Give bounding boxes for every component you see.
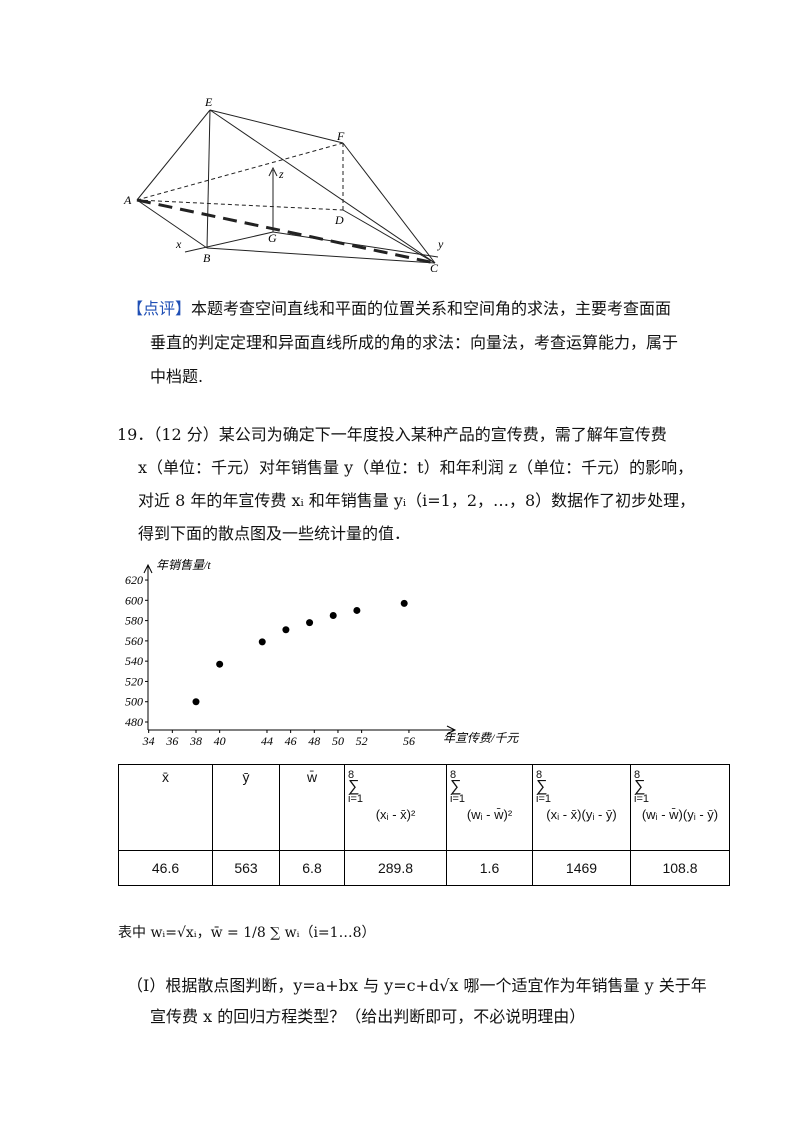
y-arrow bbox=[143, 563, 153, 574]
sum-top: 8 bbox=[348, 769, 355, 781]
sum-top: 8 bbox=[536, 769, 543, 781]
y-tick-label: 580 bbox=[125, 614, 143, 628]
header-cell: 8 ∑ i=1 (wᵢ - w̄)² bbox=[446, 764, 533, 851]
value-cell: 1469 bbox=[532, 850, 631, 886]
sum-bottom: i=1 bbox=[634, 793, 649, 805]
sum-top: 8 bbox=[634, 769, 641, 781]
x-tick-label: 34 bbox=[142, 734, 155, 745]
sum-expr: (xᵢ - x̄)² bbox=[375, 807, 416, 822]
y-tick-label: 500 bbox=[125, 695, 143, 709]
point bbox=[258, 638, 266, 646]
x-axis-title: 年宣传费/千元 bbox=[443, 731, 519, 745]
point-label: G bbox=[268, 231, 277, 245]
sum-symbol: ∑ bbox=[348, 778, 360, 795]
point-label: F bbox=[336, 129, 345, 143]
header-text: x̄ bbox=[162, 769, 169, 785]
x-arrow bbox=[446, 725, 457, 735]
point-label: E bbox=[204, 95, 213, 109]
value-cell: 563 bbox=[212, 850, 280, 886]
text-line: （Ⅰ）根据散点图判断，y=a+bx 与 y=c+d√x 哪一个适宜作为年销售量 … bbox=[127, 976, 707, 995]
point bbox=[353, 606, 361, 614]
y-tick-label: 520 bbox=[125, 674, 143, 688]
text-line: 宣传费 x 的回归方程类型？（给出判断即可，不必说明理由） bbox=[150, 1007, 586, 1026]
text-line: 19．（12 分）某公司为确定下一年度投入某种产品的宣传费，需了解年宣传费 bbox=[117, 425, 667, 444]
point bbox=[282, 626, 290, 634]
header-cell: 8 ∑ i=1 (xᵢ - x̄)(yᵢ - ȳ) bbox=[532, 764, 631, 851]
y-tick-label: 540 bbox=[125, 654, 143, 668]
point-label: B bbox=[203, 251, 211, 265]
x-tick-label: 52 bbox=[356, 734, 368, 745]
x-tick-label: 50 bbox=[332, 734, 344, 745]
sum-top: 8 bbox=[450, 769, 457, 781]
sum-formula: 8 ∑ i=1 bbox=[450, 769, 529, 805]
point bbox=[192, 698, 200, 706]
value-cell: 289.8 bbox=[344, 850, 447, 886]
value-cell: 46.6 bbox=[118, 850, 213, 886]
scatter-chart: 年销售量/t 年宣传费/千元 480 500 520 540 560 580 600 620 34 3… bbox=[125, 558, 519, 745]
point bbox=[329, 612, 337, 620]
sum-symbol: ∑ bbox=[450, 778, 462, 795]
sum-bottom: i=1 bbox=[348, 793, 363, 805]
point-label: C bbox=[430, 261, 439, 275]
text-line: x（单位：千元）对年销售量 y（单位：t）和年利润 z（单位：千元）的影响， bbox=[138, 458, 694, 477]
sum-symbol: ∑ bbox=[634, 778, 646, 795]
x-tick-label: 40 bbox=[214, 734, 226, 745]
y-tick-label: 600 bbox=[125, 593, 143, 607]
point bbox=[216, 660, 224, 668]
sum-bottom: i=1 bbox=[450, 793, 465, 805]
header-cell: w̄ bbox=[279, 764, 345, 851]
x-tick-label: 36 bbox=[165, 734, 178, 745]
x-tick-label: 56 bbox=[403, 734, 415, 745]
header-cell: ȳ bbox=[212, 764, 280, 851]
point-label: A bbox=[123, 193, 132, 207]
axis-label: y bbox=[437, 237, 444, 251]
header-text: w̄ bbox=[306, 769, 318, 785]
sum-symbol: ∑ bbox=[536, 778, 548, 795]
sum-bottom: i=1 bbox=[536, 793, 551, 805]
text-line: 中档题. bbox=[150, 367, 204, 386]
sum-formula: 8 ∑ i=1 bbox=[536, 769, 627, 805]
header-cell: x̄ bbox=[118, 764, 213, 851]
sum-expr: (wᵢ - w̄)² bbox=[466, 807, 513, 822]
axis-label: x bbox=[175, 237, 182, 251]
sum-formula: 8 ∑ i=1 bbox=[348, 769, 443, 805]
text-line: 对近 8 年的年宣传费 xᵢ 和年销售量 yᵢ（i=1，2，…，8）数据作了初步… bbox=[138, 491, 696, 510]
header-text: ȳ bbox=[242, 769, 250, 785]
text-line: 垂直的判定定理和异面直线所成的角的求法：向量法，考查运算能力，属于 bbox=[150, 333, 679, 352]
y-tick-label: 620 bbox=[125, 573, 143, 587]
x-tick-label: 46 bbox=[285, 734, 297, 745]
header-cell: 8 ∑ i=1 (wᵢ - w̄)(yᵢ - ȳ) bbox=[630, 764, 730, 851]
note: 表中 wᵢ=√xᵢ，w̄ = 1/8 ∑ wᵢ（i=1…8） bbox=[118, 925, 376, 941]
header-cell: 8 ∑ i=1 (xᵢ - x̄)² bbox=[344, 764, 447, 851]
point bbox=[400, 599, 408, 607]
value-cell: 108.8 bbox=[630, 850, 730, 886]
axis-label: z bbox=[278, 167, 284, 181]
point bbox=[306, 619, 314, 627]
y-tick-label: 480 bbox=[125, 715, 143, 729]
geometry-figure: E F A B C D G x y z bbox=[123, 95, 444, 275]
sum-expr: (xᵢ - x̄)(yᵢ - ȳ) bbox=[546, 807, 617, 822]
y-tick-label: 560 bbox=[125, 634, 143, 648]
y-axis-title: 年销售量/t bbox=[156, 558, 211, 572]
header-row: x̄ ȳ w̄ 8 ∑ i=1 (xᵢ - x̄)² 8 ∑ i=1 (wᵢ - w̄)² 8 ∑ i=1… bbox=[118, 764, 730, 851]
text-line: 得到下面的散点图及一些统计量的值． bbox=[138, 524, 411, 543]
stats-table: x̄ ȳ w̄ 8 ∑ i=1 (xᵢ - x̄)² 8 ∑ i=1 (wᵢ - w̄)² 8 ∑ i=1… bbox=[118, 764, 730, 886]
value-cell: 1.6 bbox=[446, 850, 533, 886]
comment: 【点评】本题考查空间直线和平面的位置关系和空间角的求法，主要考查面面 bbox=[127, 295, 671, 319]
value-row: 46.6 563 6.8 289.8 1.6 1469 108.8 bbox=[118, 850, 730, 886]
x-tick-label: 48 bbox=[308, 734, 320, 745]
sum-expr: (wᵢ - w̄)(yᵢ - ȳ) bbox=[641, 807, 719, 822]
x-tick-label: 44 bbox=[261, 734, 273, 745]
sum-formula: 8 ∑ i=1 bbox=[634, 769, 726, 805]
point-label: D bbox=[334, 213, 344, 227]
x-tick-label: 38 bbox=[189, 734, 202, 745]
comment-tag: 【点评】 bbox=[127, 299, 192, 318]
text-line: 本题考查空间直线和平面的位置关系和空间角的求法，主要考查面面 bbox=[191, 299, 672, 318]
value-cell: 6.8 bbox=[279, 850, 345, 886]
